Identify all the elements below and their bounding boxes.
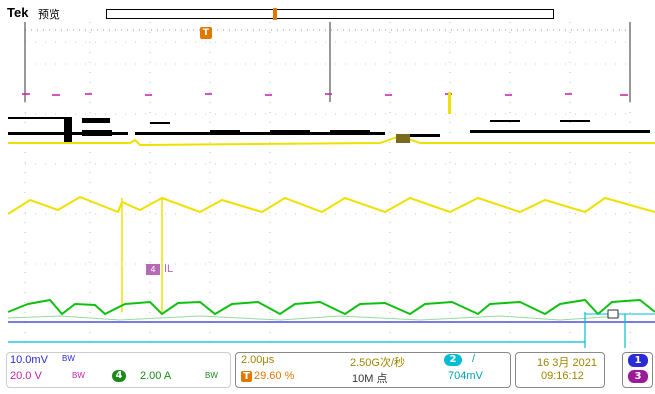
waveform-canvas <box>7 22 655 348</box>
trigger-source-badge[interactable]: 2 <box>444 354 462 366</box>
trigger-badge: T <box>241 371 252 382</box>
mode-label: 预览 <box>38 8 60 21</box>
channel-3-button[interactable]: 3 <box>628 370 648 383</box>
trigger-position-marker[interactable]: T <box>200 27 212 39</box>
ch1-scale: 10.0mV <box>10 354 48 366</box>
channel-1-button[interactable]: 1 <box>628 354 648 367</box>
sample-rate: 2.50G次/秒 <box>350 357 406 369</box>
channel-4-marker[interactable]: 4 <box>146 264 160 275</box>
record-trigger-indicator <box>273 8 277 20</box>
time-display: 09:16:12 <box>541 370 584 382</box>
time-scale: 2.00μs <box>241 354 275 366</box>
brand-logo: Tek <box>7 5 29 20</box>
trigger-level: 704mV <box>448 370 483 382</box>
ch4-scale: 2.00 A <box>140 370 172 382</box>
datetime-box <box>515 352 605 388</box>
graticule <box>24 22 631 348</box>
status-panel: 10.0mV BW 20.0 V BW 4 2.00 A BW 2.00μs T… <box>0 349 655 394</box>
inductor-current-trace <box>7 195 655 215</box>
ch1-trace-dots <box>150 120 590 132</box>
trigger-slope-icon: / <box>472 353 476 365</box>
record-position-bar[interactable] <box>106 8 554 24</box>
vertical-settings-box[interactable] <box>6 352 231 388</box>
ch4-bw-icon: BW <box>205 371 218 380</box>
ch2-trace <box>8 134 655 147</box>
ch1-trace <box>8 117 650 143</box>
ch2-badge <box>396 134 410 143</box>
waveform-display[interactable]: T 4 IL <box>0 22 655 348</box>
ch3-markers <box>22 93 628 96</box>
ch3-bw-icon: BW <box>72 371 85 380</box>
channel-buttons-box <box>622 352 653 388</box>
ch4-trace <box>7 298 655 316</box>
trigger-position: 29.60 % <box>254 370 295 382</box>
horizontal-settings-box[interactable] <box>235 352 511 388</box>
title-bar: Tek 预览 <box>0 0 655 24</box>
record-length: 10M 点 <box>352 373 388 385</box>
ch1-bw-icon: BW <box>62 354 75 363</box>
date-display: 16 3月 2021 <box>537 357 597 369</box>
ch4-badge[interactable]: 4 <box>112 370 126 382</box>
inductor-current-label: IL <box>164 263 174 275</box>
ch3-scale: 20.0 V <box>10 370 42 382</box>
